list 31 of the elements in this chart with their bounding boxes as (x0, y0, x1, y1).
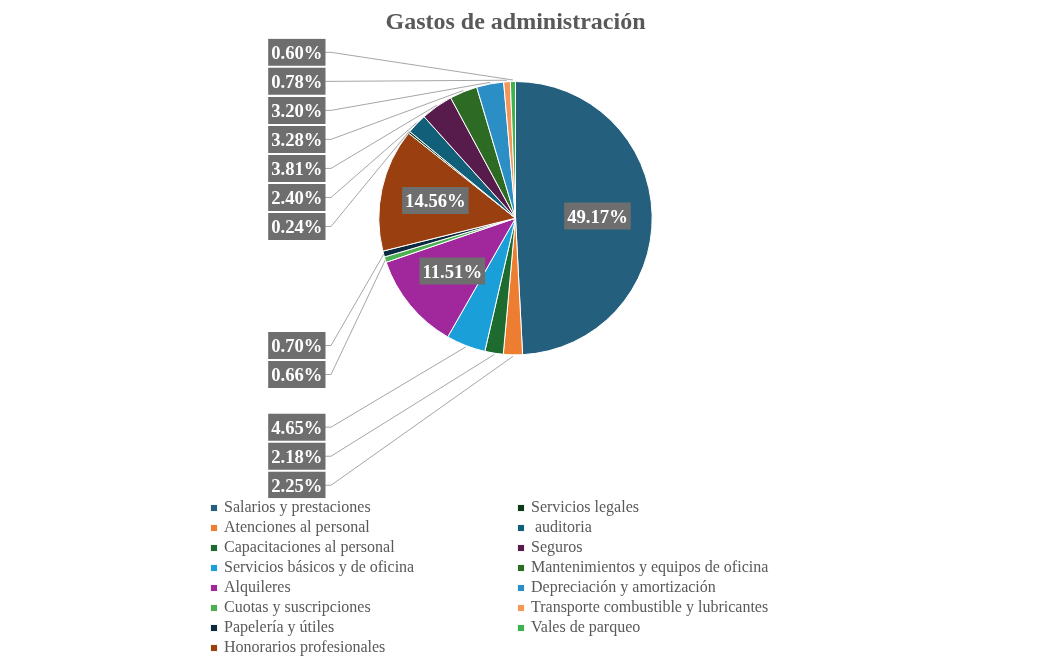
data-label: 0.78% (271, 70, 323, 92)
data-label: 0.60% (271, 41, 323, 63)
data-label: 4.65% (271, 416, 323, 438)
chart-title: Gastos de administración (385, 7, 646, 34)
data-label: 49.17% (567, 205, 628, 227)
legend-label: Salarios y prestaciones (224, 498, 372, 516)
data-label: 0.66% (271, 364, 323, 386)
legend-label: auditoria (534, 518, 593, 536)
data-label: 3.28% (271, 128, 323, 150)
legend-label: Servicios básicos y de oficina (224, 558, 416, 576)
legend-label: Honorarios profesionales (224, 638, 387, 656)
data-label: 3.81% (271, 157, 323, 179)
legend-label: Atenciones al personal (224, 518, 371, 536)
legend-label: Depreciación y amortización (531, 578, 717, 596)
legend-label: Alquileres (224, 578, 292, 596)
legend-label: Vales de parqueo (531, 618, 642, 636)
data-label: 2.40% (271, 186, 323, 208)
legend-label: Papelería y útiles (224, 618, 336, 636)
data-label: 0.70% (271, 334, 323, 356)
data-label: 3.20% (271, 99, 323, 121)
legend-label: Servicios legales (531, 498, 640, 516)
data-label: 2.25% (271, 474, 323, 496)
legend-label: Capacitaciones al personal (224, 538, 396, 556)
legend-label: Transporte combustible y lubricantes (531, 598, 770, 616)
data-label: 11.51% (422, 260, 483, 282)
legend-label: Seguros (531, 538, 584, 556)
legend-label: Cuotas y suscripciones (224, 598, 372, 616)
data-label: 2.18% (271, 445, 323, 467)
data-label: 0.24% (271, 215, 323, 237)
legend-label: Mantenimientos y equipos de oficina (531, 558, 770, 576)
data-label: 14.56% (405, 190, 466, 212)
